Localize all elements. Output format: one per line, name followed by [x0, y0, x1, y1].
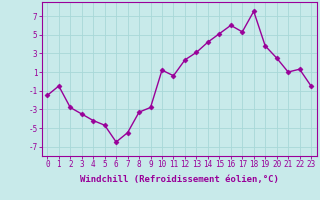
X-axis label: Windchill (Refroidissement éolien,°C): Windchill (Refroidissement éolien,°C) [80, 175, 279, 184]
